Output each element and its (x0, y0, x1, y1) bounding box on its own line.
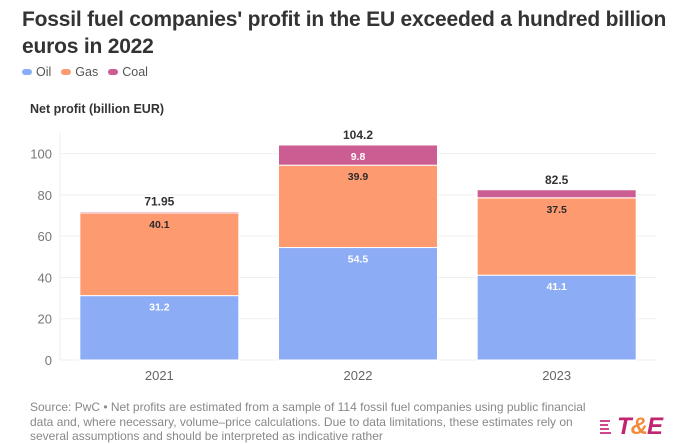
y-tick-label: 0 (45, 353, 52, 368)
legend-label-coal: Coal (122, 65, 148, 79)
bar-segment-oil (476, 274, 637, 361)
source-note: Source: PwC • Net profits are estimated … (30, 400, 586, 444)
segment-label-coal: 9.8 (351, 151, 366, 163)
bar-segment-gas (476, 197, 637, 276)
logo-e: E (647, 413, 663, 440)
te-logo: T&E (600, 413, 663, 441)
segment-label-gas: 40.1 (149, 219, 170, 231)
bar-segment-coal (278, 144, 438, 166)
bar-total-label: 82.5 (545, 173, 569, 187)
x-tick-label: 2021 (145, 368, 174, 383)
segment-label-gas: 39.9 (348, 171, 369, 183)
legend: Oil Gas Coal (22, 65, 148, 79)
bar-total-label: 104.2 (343, 128, 373, 142)
legend-label-gas: Gas (75, 65, 99, 79)
segment-label-oil: 54.5 (348, 254, 369, 266)
logo-amp: & (630, 413, 648, 440)
chart-title: Fossil fuel companies' profit in the EU … (22, 8, 667, 58)
y-tick-label: 20 (38, 312, 52, 327)
segment-label-gas: 37.5 (546, 204, 567, 216)
bar-segment-gas (278, 164, 438, 249)
y-tick-label: 60 (38, 229, 52, 244)
bar-segment-coal (79, 211, 240, 214)
x-tick-label: 2023 (542, 368, 571, 383)
bar-segment-coal (476, 189, 637, 199)
logo-mark-icon (600, 420, 611, 434)
logo-t: T (617, 413, 632, 440)
legend-label-oil: Oil (36, 65, 52, 79)
y-axis-label: Net profit (billion EUR) (30, 102, 165, 116)
x-tick-label: 2022 (344, 368, 373, 383)
legend-item-coal: Coal (108, 65, 148, 79)
legend-swatch-oil (22, 69, 32, 75)
y-tick-label: 80 (38, 188, 52, 203)
y-tick-label: 100 (30, 147, 52, 162)
segment-label-oil: 31.2 (149, 302, 170, 314)
legend-item-gas: Gas (61, 65, 98, 79)
legend-swatch-gas (61, 69, 72, 75)
logo-text: T&E (617, 413, 663, 441)
segment-label-oil: 41.1 (546, 281, 567, 293)
y-tick-label: 40 (38, 270, 52, 285)
bar-total-label: 71.95 (144, 195, 174, 209)
legend-item-oil: Oil (22, 65, 51, 79)
legend-swatch-coal (108, 69, 119, 75)
